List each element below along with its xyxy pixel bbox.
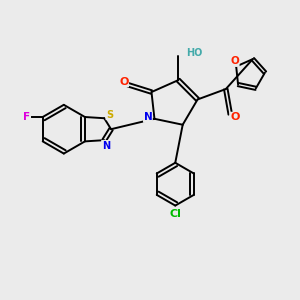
- Text: S: S: [106, 110, 113, 120]
- Text: N: N: [143, 112, 152, 122]
- Text: O: O: [230, 56, 239, 66]
- Text: N: N: [102, 140, 110, 151]
- Text: F: F: [23, 112, 31, 122]
- Text: HO: HO: [187, 48, 203, 58]
- Text: O: O: [119, 76, 128, 87]
- Text: O: O: [230, 112, 239, 122]
- Text: Cl: Cl: [169, 209, 181, 219]
